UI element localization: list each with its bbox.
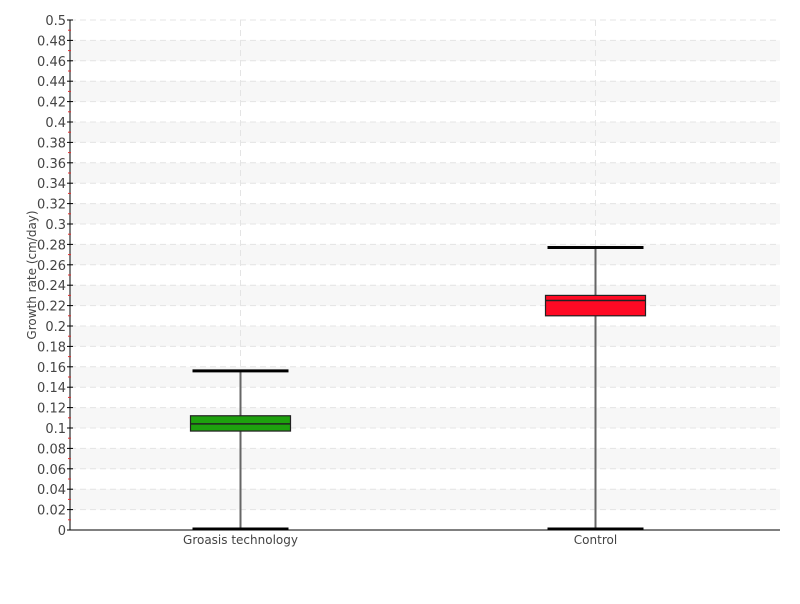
y-tick-label: 0.42 (37, 96, 66, 111)
grid-band (70, 448, 780, 469)
y-tick-label: 0.32 (37, 198, 66, 213)
y-tick-label: 0.04 (37, 483, 66, 498)
y-tick-label: 0.34 (37, 177, 66, 192)
box-0 (189, 369, 292, 531)
y-tick-label: 0.5 (45, 14, 66, 29)
y-tick-label: 0.28 (37, 238, 66, 253)
y-tick-label: 0.46 (37, 55, 66, 70)
grid-band (70, 244, 780, 265)
y-tick-label: 0 (58, 524, 66, 539)
y-tick-label: 0.1 (45, 422, 66, 437)
y-tick-label: 0.02 (37, 504, 66, 519)
y-tick-label: 0.14 (37, 381, 66, 396)
y-tick-label: 0.2 (45, 320, 66, 335)
box-iqr (544, 294, 647, 317)
grid-band (70, 122, 780, 143)
grid-band (70, 285, 780, 306)
grid-band (70, 162, 780, 184)
grid-band (70, 326, 780, 347)
x-tick-label: Groasis technology (183, 533, 298, 547)
grid-band (70, 81, 780, 102)
y-tick-label: 0.36 (37, 157, 66, 172)
y-tick-label: 0.08 (37, 442, 66, 457)
y-axis-label: Growth rate (cm/day) (25, 210, 39, 339)
y-tick-label: 0.3 (45, 218, 66, 233)
y-tick-label: 0.06 (37, 463, 66, 478)
grid-band (70, 489, 780, 510)
x-tick-label: Control (574, 533, 617, 547)
y-tick-label: 0.22 (37, 300, 66, 315)
y-tick-label: 0.38 (37, 136, 66, 151)
y-tick-label: 0.12 (37, 402, 66, 417)
y-tick-label: 0.26 (37, 259, 66, 274)
grid-band (70, 203, 780, 224)
y-tick-label: 0.18 (37, 340, 66, 355)
grid-band (70, 407, 780, 428)
y-tick-label: 0.4 (45, 116, 66, 131)
y-tick-label: 0.16 (37, 361, 66, 376)
y-tick-label: 0.44 (37, 75, 66, 90)
grid-band (70, 40, 780, 61)
y-tick-label: 0.24 (37, 279, 66, 294)
grid-band (70, 366, 780, 388)
y-tick-label: 0.48 (37, 34, 66, 49)
box-1 (544, 245, 647, 531)
